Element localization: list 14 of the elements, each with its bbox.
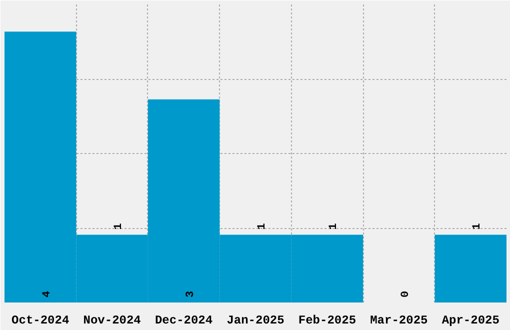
data-label: 1 — [256, 222, 268, 230]
data-label: 1 — [113, 222, 126, 230]
x-tick-label: Nov-2024 — [83, 314, 141, 328]
x-tick-label: Mar-2025 — [370, 314, 428, 328]
data-label: 3 — [184, 290, 197, 298]
data-label: 1 — [328, 222, 340, 230]
x-tick-label: Apr-2025 — [442, 314, 500, 328]
x-tick-label: Feb-2025 — [298, 314, 356, 328]
x-tick-label: Jan-2025 — [226, 314, 284, 328]
x-tick-label: Oct-2024 — [12, 314, 70, 328]
data-label: 4 — [41, 290, 54, 298]
x-tick-label: Dec-2024 — [154, 314, 213, 328]
data-label: 0 — [400, 290, 412, 298]
data-label: 1 — [472, 222, 484, 230]
